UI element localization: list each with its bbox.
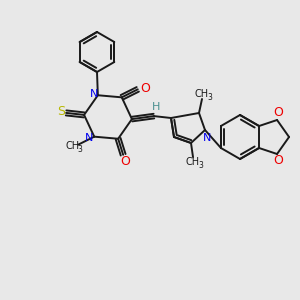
Text: O: O xyxy=(273,106,283,119)
Text: H: H xyxy=(152,102,160,112)
Text: 3: 3 xyxy=(78,145,83,154)
Text: 3: 3 xyxy=(208,92,212,101)
Text: 3: 3 xyxy=(199,160,203,169)
Text: CH: CH xyxy=(195,89,209,99)
Text: CH: CH xyxy=(65,141,79,151)
Text: O: O xyxy=(120,155,130,168)
Text: CH: CH xyxy=(186,157,200,167)
Text: S: S xyxy=(57,105,65,119)
Text: O: O xyxy=(140,82,150,95)
Text: N: N xyxy=(203,133,211,143)
Text: O: O xyxy=(273,154,283,167)
Text: N: N xyxy=(90,89,98,99)
Text: N: N xyxy=(85,133,93,143)
